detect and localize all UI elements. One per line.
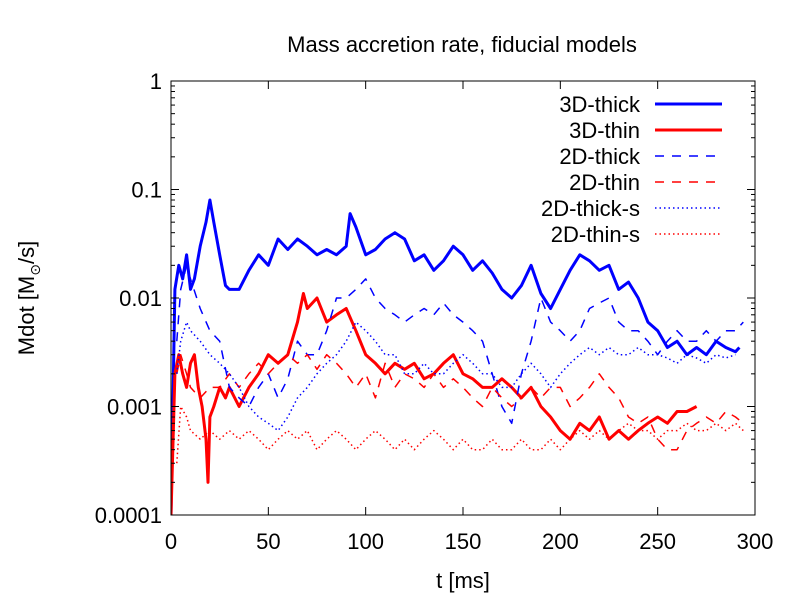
legend-label: 3D-thick	[559, 92, 641, 117]
x-tick-label: 100	[347, 529, 384, 554]
y-axis-label: Mdot [M⊙/s]	[14, 241, 43, 355]
x-tick-label: 150	[445, 529, 482, 554]
plot-frame	[170, 80, 756, 516]
series-line-2d-thin-s	[176, 405, 744, 464]
y-tick-label: 0.001	[107, 395, 162, 420]
y-tick-label: 0.0001	[95, 503, 162, 528]
x-tick-label: 300	[737, 529, 774, 554]
y-tick-label: 0.01	[119, 286, 162, 311]
legend-label: 2D-thick	[559, 144, 641, 169]
y-label-prefix: Mdot [M	[14, 276, 39, 355]
legend-label: 2D-thin-s	[551, 222, 640, 247]
y-label-suffix: /s]	[14, 241, 39, 264]
y-tick-label: 0.1	[131, 178, 162, 203]
x-tick-label: 50	[256, 529, 280, 554]
x-axis-label: t [ms]	[436, 568, 490, 593]
x-tick-label: 0	[165, 529, 177, 554]
series-line-2d-thick-s	[176, 321, 736, 432]
series-line-3d-thick	[171, 198, 741, 515]
legend: 3D-thick3D-thin2D-thick2D-thin2D-thick-s…	[541, 92, 722, 247]
sun-symbol: ⊙	[27, 264, 43, 276]
y-tick-label: 1	[150, 69, 162, 94]
legend-label: 2D-thin	[569, 170, 640, 195]
plot-series	[171, 198, 744, 515]
legend-label: 3D-thin	[569, 118, 640, 143]
axis-ticks: 0 50 100 150 200 250 300 0.0001 0.001 0.01 0.1 1	[95, 69, 774, 554]
chart-title: Mass accretion rate, fiducial models	[287, 32, 637, 57]
x-tick-label: 200	[542, 529, 579, 554]
series-line-3d-thin	[171, 292, 698, 515]
legend-label: 2D-thick-s	[541, 196, 640, 221]
series-line-2d-thin	[176, 353, 744, 451]
series-line-2d-thick	[176, 264, 744, 425]
x-tick-label: 250	[639, 529, 676, 554]
